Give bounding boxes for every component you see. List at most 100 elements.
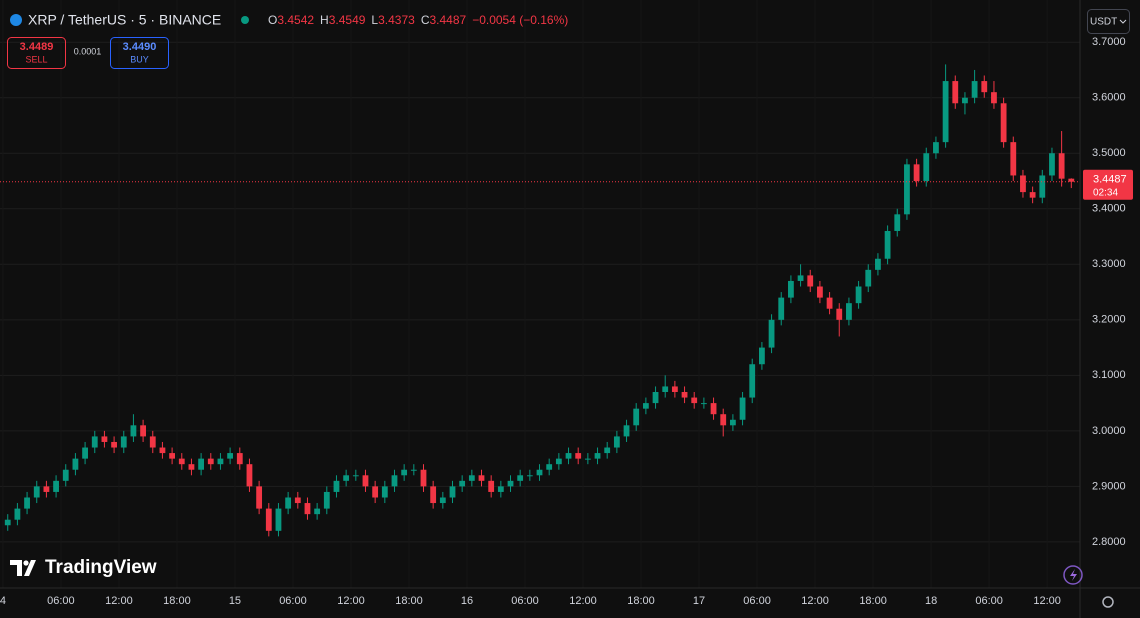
candle-body [807,275,814,287]
candle-body [671,386,678,392]
x-tick-label: 06:00 [975,595,1003,607]
candle-body [584,458,591,460]
candle-body [343,475,350,481]
candle-body [788,280,794,298]
candle-body [478,475,485,481]
candle-body [981,81,988,93]
candle-body [565,453,572,459]
candle-body [817,286,823,298]
x-tick-label: 18:00 [395,595,423,607]
symbol-icon [10,14,22,26]
candle-body [884,230,891,259]
candle-body [14,508,21,520]
candle-body [391,475,398,487]
x-tick-label: 16 [461,595,473,607]
candle-body [178,458,185,465]
candle-body [720,414,727,426]
candle-body [459,480,466,487]
currency-caret [1119,19,1127,24]
x-tick-label: 12:00 [569,595,597,607]
candle-body [111,441,117,448]
candle-body [971,81,978,98]
candle-body [169,453,176,459]
price-tag-label: 3.4487 [1093,174,1127,186]
candle-body [555,458,562,465]
candle-body [314,508,321,515]
candle-body [53,480,59,492]
candle-body [265,508,272,531]
low: 3.4373 [378,13,415,27]
candle-body [362,475,369,487]
candle-body [207,458,214,465]
candle-body [62,469,69,481]
y-tick-label: 2.8000 [1092,536,1126,548]
change: −0.0054 (−0.16%) [472,13,568,27]
candle-body [275,508,282,531]
candle-body [846,303,852,320]
y-tick-label: 3.4000 [1092,203,1126,215]
buy-button[interactable] [110,37,169,69]
x-tick-label: 06:00 [47,595,75,607]
candle-body [227,453,234,459]
open: 3.4542 [277,13,314,27]
lightning-button[interactable] [1063,565,1083,585]
candle-body [729,419,736,426]
x-tick-label: 18:00 [859,595,887,607]
price-tag-countdown: 02:34 [1093,187,1118,198]
candle-body [217,458,224,465]
candle-body [323,491,330,509]
candle-body [691,397,698,404]
candle-body [72,458,79,470]
candle-body [681,392,688,398]
currency-button[interactable] [1087,9,1130,34]
candle-body [904,164,910,215]
logo-icon [10,560,36,576]
candle-body [304,503,311,515]
candle-body [24,497,30,509]
candle-body [662,386,669,392]
y-tick-label: 3.1000 [1092,369,1126,381]
y-tick-label: 3.6000 [1092,92,1126,104]
candle-body [43,486,50,492]
candle-body [381,486,388,498]
candle-body [410,469,417,471]
candle-body [991,92,997,104]
candle-body [633,408,640,426]
candle-body [507,480,514,487]
candle-body [449,486,456,498]
candle-body [768,319,775,348]
candle-body [33,486,40,498]
candle-body [246,464,253,487]
candle-body [875,258,881,270]
y-tick-label: 3.3000 [1092,258,1126,270]
x-tick-label: 18:00 [163,595,191,607]
sell-button[interactable] [7,37,66,69]
x-tick-label: 4 [0,595,6,607]
candle-body [894,214,901,231]
candle-body [942,81,949,143]
candle-body [130,425,137,437]
candle-body [4,519,11,526]
candle-body [517,475,524,481]
candle-body [285,497,292,509]
candle-body [700,403,707,405]
buy-label: BUY [130,54,149,64]
candle-body [488,480,495,492]
candle-body [333,480,340,492]
candle-body [372,486,379,498]
settings-button[interactable] [1102,596,1114,608]
x-tick-label: 15 [229,595,241,607]
logo: TradingView [10,557,157,578]
candles [4,64,1075,537]
x-tick-label: 06:00 [511,595,539,607]
candle-body [497,486,504,492]
header: XRP / TetherUS · 5 · BINANCE O3.4542 H3.4… [7,12,568,69]
c-label: C [421,13,430,27]
candle-body [749,364,756,398]
candle-body [1049,153,1055,176]
candle-body [778,297,785,320]
x-tick-label: 12:00 [1033,595,1061,607]
candle-body [236,453,243,465]
